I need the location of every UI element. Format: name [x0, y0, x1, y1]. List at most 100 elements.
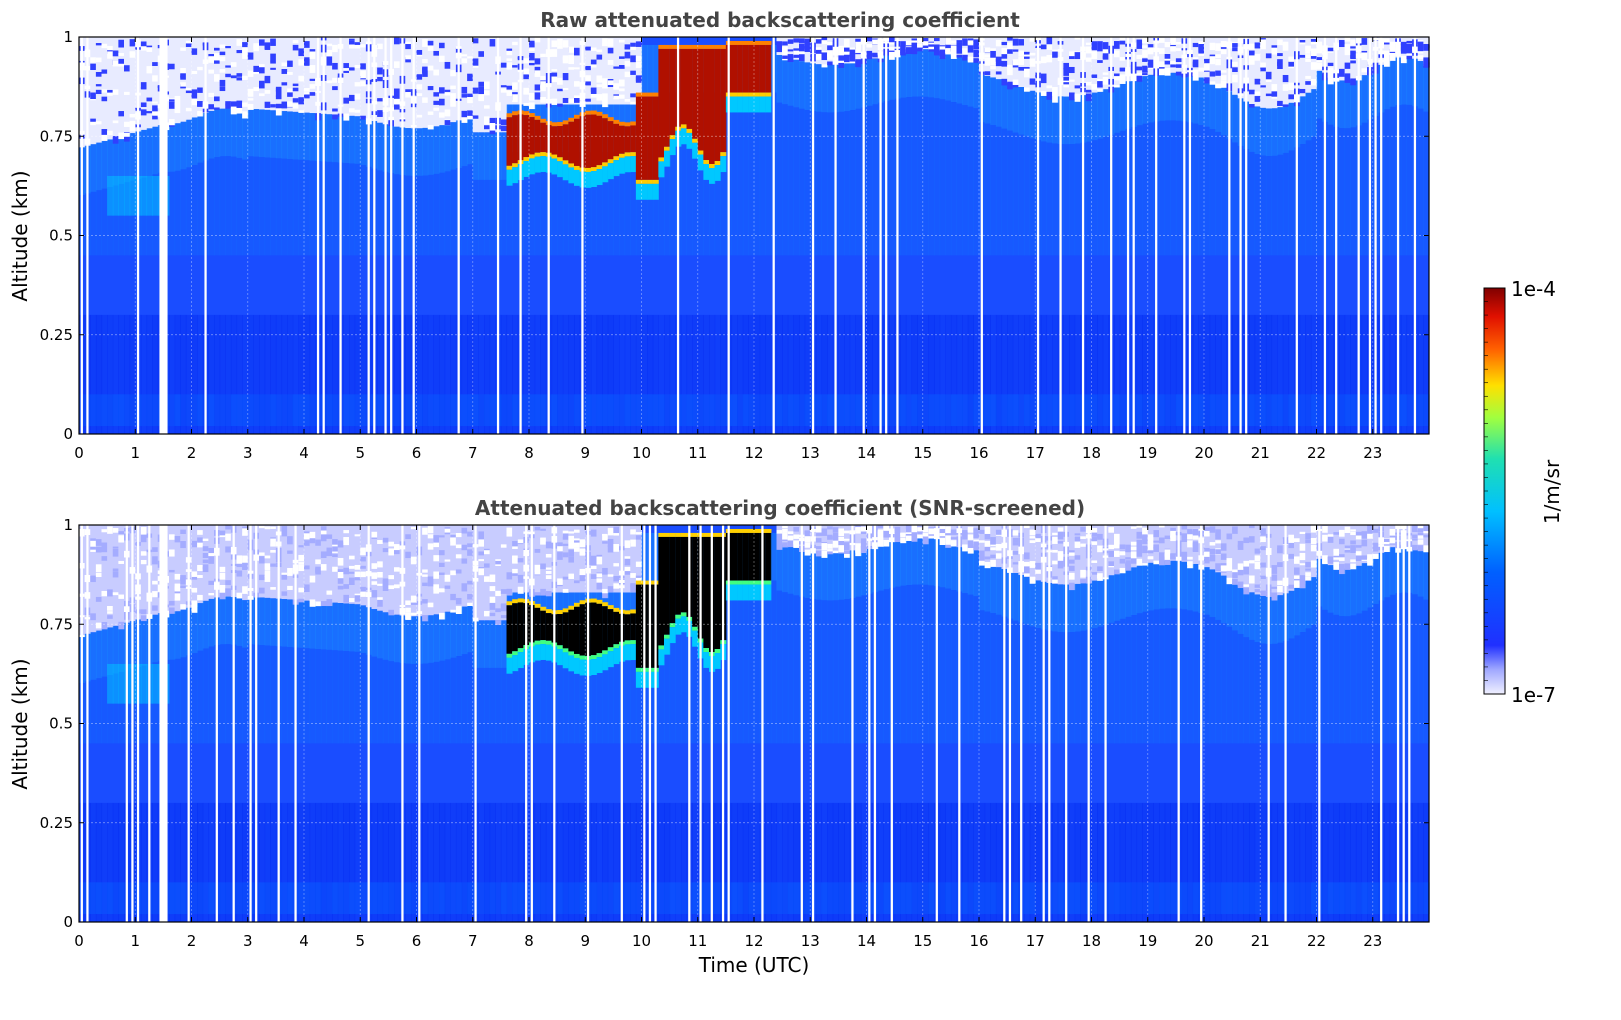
heatmap-cell-low: [208, 314, 215, 434]
heatmap-cell-noise-speck: [230, 102, 238, 108]
heatmap-column: [478, 37, 485, 434]
heatmap-cell-noise-speck: [472, 59, 479, 67]
heatmap-cell-noise-speck: [1085, 57, 1093, 62]
heatmap-cell-surface: [1012, 394, 1019, 427]
heatmap-cell-noise-speck: [360, 565, 367, 569]
heatmap-cell-mixing-top: [973, 60, 980, 109]
heatmap-cell-noise-speck: [264, 576, 271, 582]
heatmap-cell-noise-speck: [478, 81, 485, 87]
cloud-rim-bottom: [641, 179, 648, 184]
heatmap-cell-noise-speck: [461, 94, 468, 98]
y-axis-label-raw: Altitude (km): [8, 170, 32, 301]
heatmap-column: [478, 525, 485, 922]
cloud-rim-bottom: [692, 138, 699, 143]
heatmap-cell-noise-speck: [990, 56, 997, 62]
heatmap-cell-noise-speck: [185, 40, 193, 46]
heatmap-cell-mixing: [320, 649, 328, 744]
heatmap-cell-noise-speck: [219, 79, 226, 87]
heatmap-cell-surface: [320, 882, 328, 915]
heatmap-cell-low: [855, 802, 862, 922]
missing-data-stripe: [1368, 37, 1372, 434]
heatmap-column: [1097, 37, 1104, 434]
heatmap-cell-mixing: [500, 667, 508, 744]
heatmap-cell-noise-speck: [557, 578, 564, 585]
heatmap-cell-noise-speck: [101, 89, 108, 93]
heatmap-cell-noise-speck: [95, 539, 103, 546]
heatmap-cell-noise-speck: [309, 575, 316, 583]
heatmap-cell-noise-speck: [776, 538, 783, 544]
heatmap-column: [343, 37, 350, 434]
cloud-rim-bottom: [709, 163, 716, 168]
heatmap-cell-mixing-top: [439, 125, 446, 173]
heatmap-cell-mixing: [1029, 138, 1036, 256]
heatmap-cell-mixing: [343, 651, 350, 744]
heatmap-cell-mixing-top: [461, 606, 468, 655]
heatmap-cell-surface: [1339, 394, 1346, 427]
heatmap-column: [298, 525, 305, 922]
heatmap-cell-low: [579, 802, 586, 922]
heatmap-cell-noise-speck: [281, 572, 288, 575]
heatmap-cell-low: [1400, 314, 1408, 434]
heatmap-cell-noise-speck: [557, 38, 564, 46]
heatmap-cell-low: [748, 802, 755, 922]
heatmap-cell-surface: [512, 882, 519, 915]
heatmap-cell-mixing-top: [1310, 89, 1318, 137]
x-tick-label: 2: [187, 444, 197, 462]
heatmap-cell-noise-speck: [484, 81, 491, 89]
heatmap-cell-noise-speck: [287, 550, 294, 554]
heatmap-cell-noise: [320, 525, 328, 602]
x-tick-label: 21: [1251, 444, 1270, 462]
heatmap-cell-surface: [669, 882, 676, 915]
heatmap-cell-noise: [860, 525, 868, 548]
heatmap-cell-mixing: [883, 589, 890, 744]
heatmap-column: [804, 37, 811, 434]
heatmap-cell-noise-speck: [1417, 55, 1424, 60]
heatmap-cell-noise-speck: [287, 567, 294, 576]
heatmap-cell-noise-speck: [838, 60, 845, 65]
heatmap-column: [236, 37, 243, 434]
heatmap-cell-noise-speck: [517, 574, 524, 583]
heatmap-cell-low: [1074, 314, 1081, 434]
heatmap-cell-noise-speck: [1063, 76, 1070, 81]
heatmap-column: [551, 37, 558, 434]
heatmap-cell-low: [270, 314, 277, 434]
heatmap-cell-low: [292, 314, 299, 434]
missing-data-stripe: [316, 37, 320, 434]
heatmap-cell-noise-speck: [1254, 42, 1261, 49]
heatmap-cell-low: [748, 314, 755, 434]
heatmap-cell-noise-speck: [247, 52, 254, 60]
heatmap-cell-noise-speck: [1046, 85, 1053, 89]
heatmap-cell-noise-speck: [1052, 95, 1059, 103]
heatmap-column: [444, 525, 451, 922]
heatmap-cell-noise-speck: [1406, 40, 1413, 44]
heatmap-column: [467, 525, 474, 922]
heatmap-cell-surface: [1024, 394, 1031, 427]
heatmap-cell-noise-speck: [973, 58, 980, 63]
cloud-core: [714, 48, 721, 162]
heatmap-cell-mixing: [129, 180, 136, 256]
heatmap-cell-low: [197, 314, 204, 434]
heatmap-column: [287, 525, 294, 922]
heatmap-column: [1114, 37, 1121, 434]
heatmap-cell-noise-speck: [275, 103, 283, 110]
heatmap-cell-aerosol: [140, 175, 148, 216]
heatmap-cell-noise-speck: [1074, 52, 1081, 60]
heatmap-cell-low: [1209, 314, 1216, 434]
cloud-core: [596, 603, 603, 654]
x-tick-label: 1: [130, 444, 140, 462]
heatmap-cell-surface: [410, 882, 418, 915]
heatmap-cell-noise-speck: [849, 49, 856, 56]
heatmap-cell-noise: [1316, 37, 1323, 71]
heatmap-cell-mixing-top: [1170, 72, 1177, 121]
heatmap-cell-noise-speck: [242, 111, 249, 119]
heatmap-cell-noise-speck: [180, 577, 187, 585]
heatmap-cell-noise-speck: [579, 575, 586, 582]
heatmap-cell-mixing: [197, 162, 204, 256]
heatmap-cell-mixing-top: [782, 544, 789, 593]
heatmap-cell-surface: [124, 394, 131, 427]
heatmap-cell-surface: [754, 394, 761, 427]
heatmap-cell-noise-speck: [219, 51, 226, 56]
heatmap-cell-noise-speck: [1091, 84, 1098, 90]
heatmap-cell-noise-speck: [1001, 54, 1008, 59]
heatmap-cell-mixing-top: [928, 537, 935, 586]
